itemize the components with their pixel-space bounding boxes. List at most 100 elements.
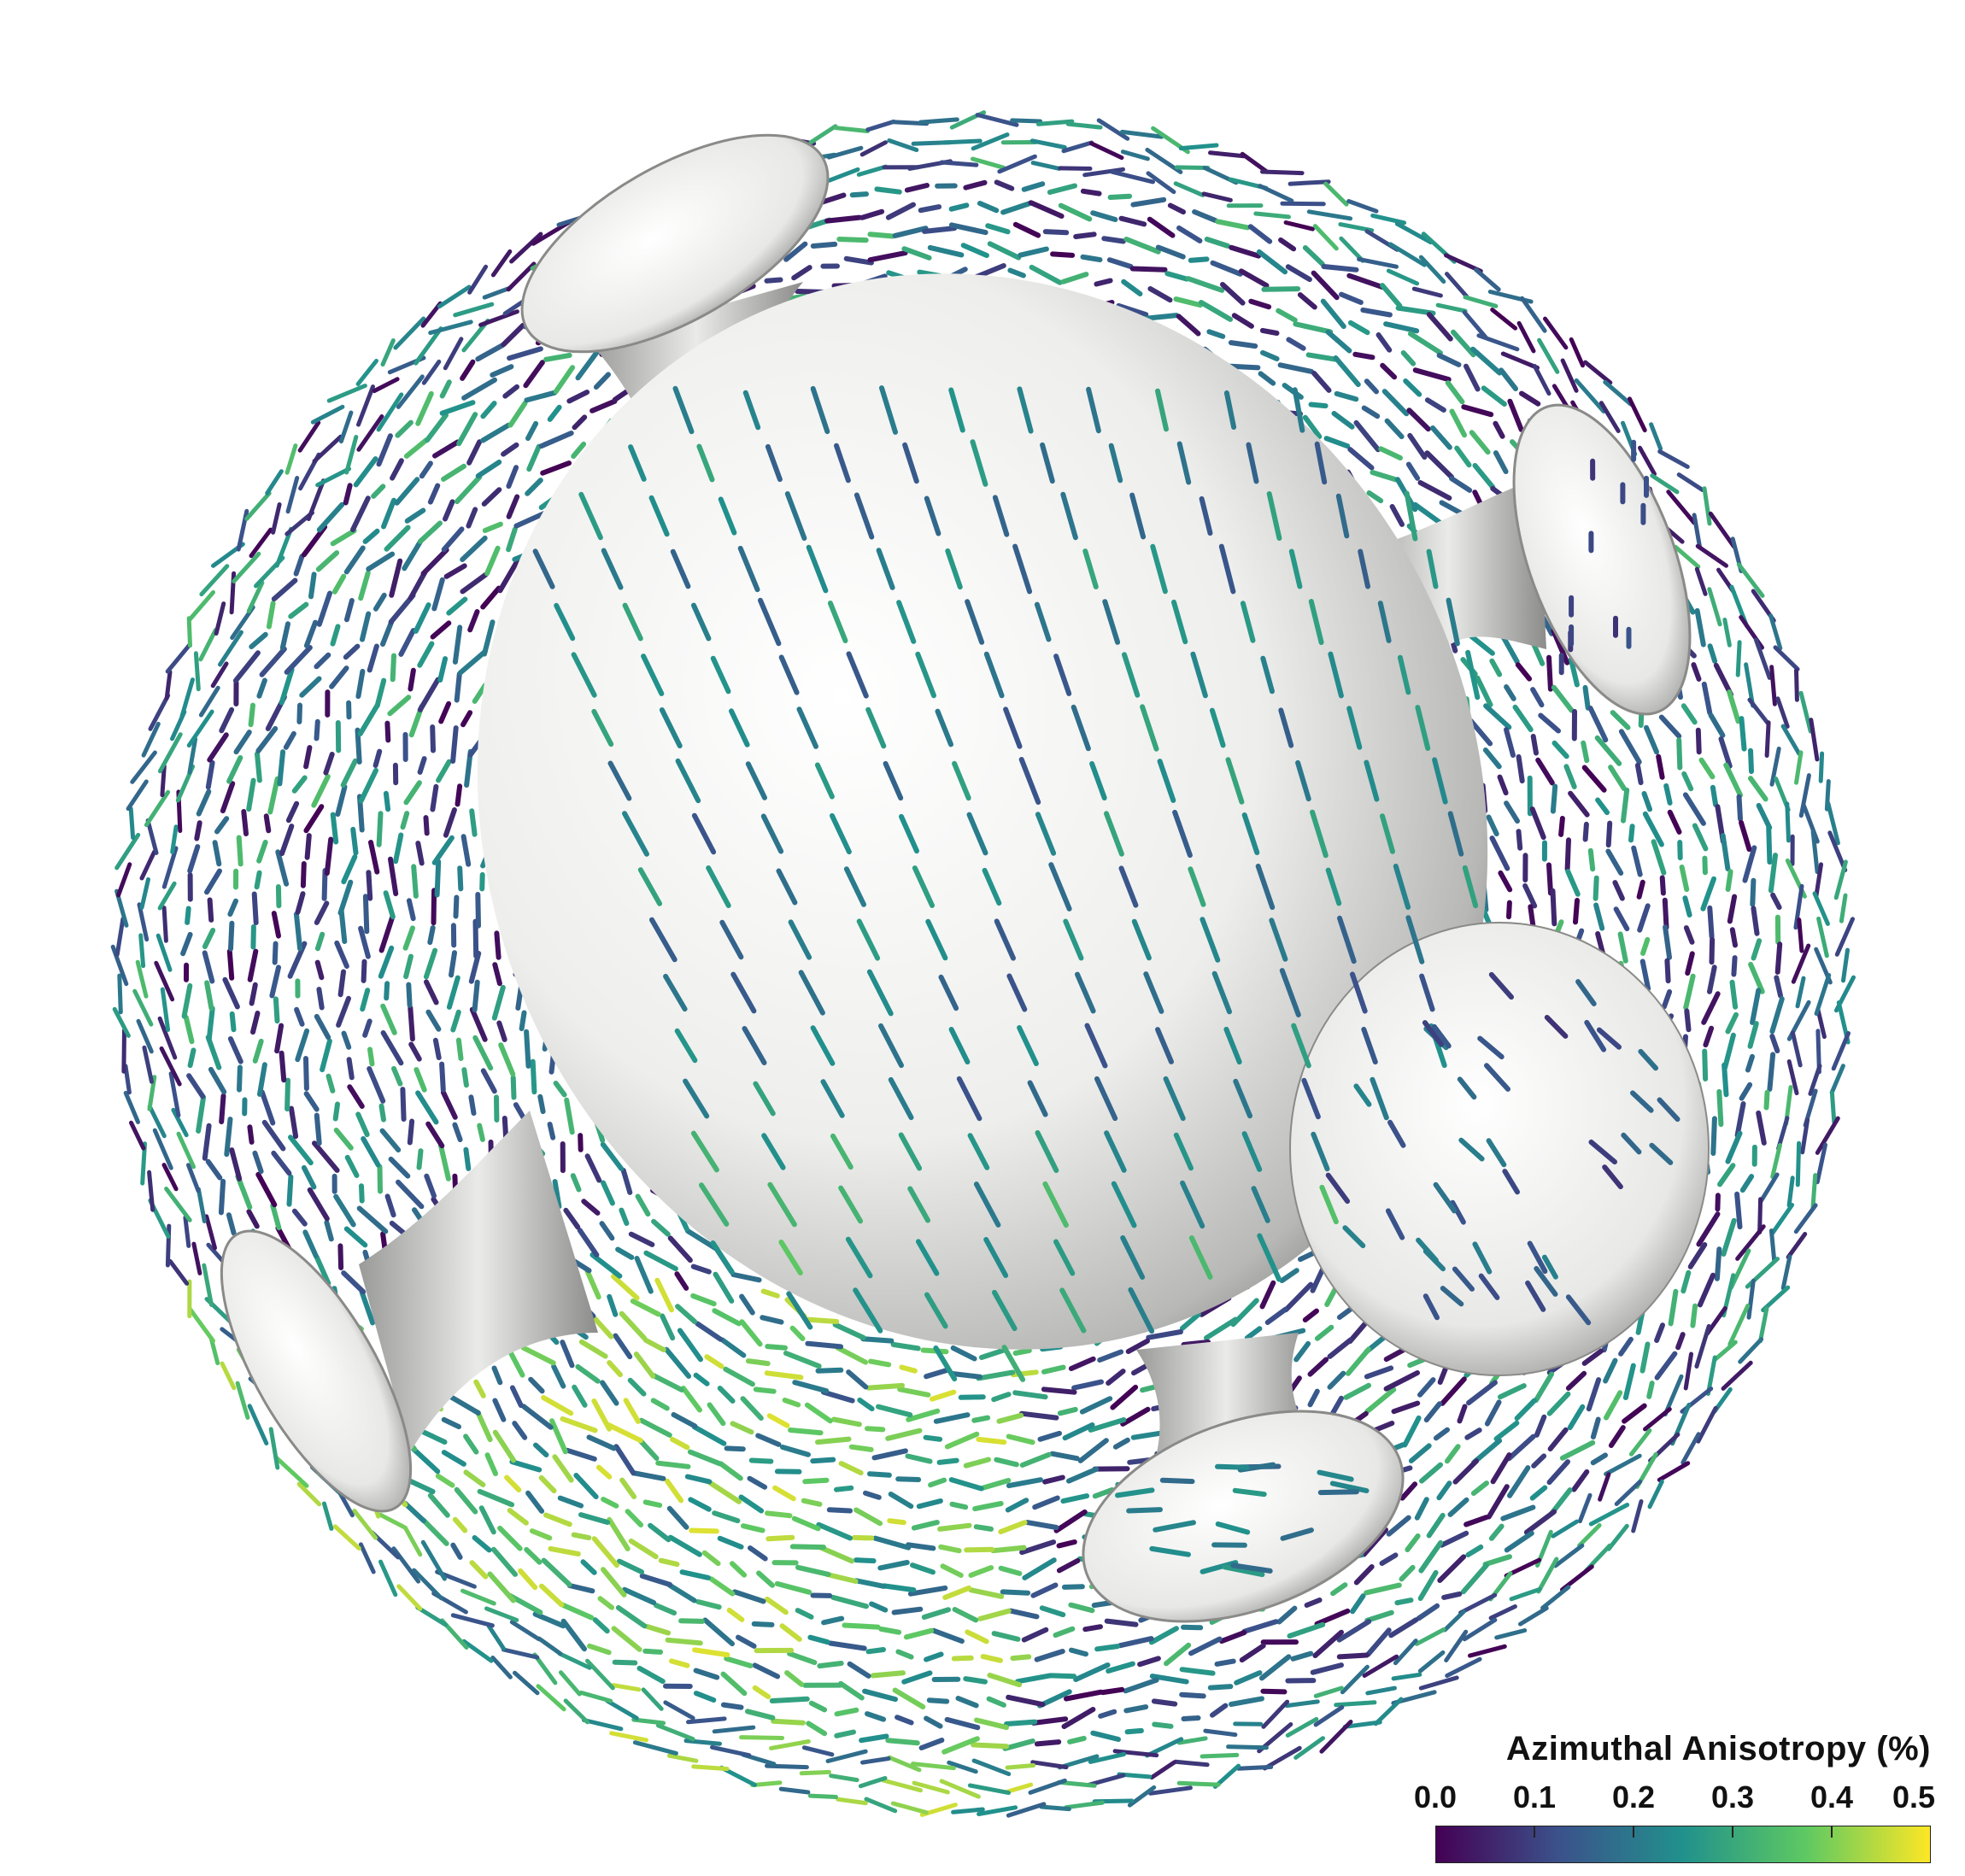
anisotropy-stick	[910, 1562, 936, 1575]
anisotropy-stick	[1117, 1636, 1154, 1649]
anisotropy-stick	[1124, 1727, 1144, 1735]
anisotropy-stick	[1768, 613, 1783, 651]
anisotropy-stick	[648, 1522, 672, 1543]
anisotropy-stick	[767, 1181, 797, 1228]
anisotropy-stick	[838, 1185, 864, 1224]
anisotropy-stick	[885, 1738, 920, 1746]
anisotropy-stick	[830, 1133, 853, 1170]
anisotropy-stick	[1734, 1191, 1743, 1230]
anisotropy-stick	[1417, 1650, 1446, 1674]
anisotropy-stick	[277, 749, 286, 787]
anisotropy-stick	[1509, 1586, 1542, 1602]
anisotropy-stick	[1053, 1626, 1076, 1639]
anisotropy-stick	[1463, 1515, 1489, 1527]
anisotropy-stick	[326, 1073, 336, 1093]
anisotropy-stick	[356, 1205, 389, 1234]
anisotropy-stick	[1096, 118, 1130, 141]
anisotropy-stick	[1181, 1715, 1201, 1721]
anisotropy-stick	[492, 962, 502, 987]
anisotropy-stick	[415, 1090, 439, 1125]
anisotropy-stick	[1774, 941, 1783, 975]
anisotropy-stick	[1330, 1582, 1348, 1597]
anisotropy-stick	[731, 1589, 766, 1604]
anisotropy-stick	[1198, 300, 1234, 322]
anisotropy-stick	[358, 570, 371, 601]
anisotropy-stick	[1839, 893, 1848, 923]
anisotropy-stick	[398, 628, 416, 657]
anisotropy-stick	[478, 1505, 496, 1535]
anisotropy-stick	[378, 913, 396, 953]
anisotropy-stick	[1476, 333, 1520, 352]
anisotropy-stick	[1484, 1399, 1502, 1427]
anisotropy-stick	[1364, 378, 1379, 395]
anisotropy-stick	[466, 507, 478, 529]
anisotropy-stick	[540, 460, 572, 476]
anisotropy-stick	[379, 1128, 402, 1153]
anisotropy-stick	[887, 1518, 906, 1526]
anisotropy-stick	[1334, 1700, 1377, 1708]
anisotropy-stick	[303, 804, 325, 834]
anisotropy-stick	[181, 983, 193, 1019]
anisotropy-stick	[148, 693, 171, 731]
anisotropy-stick	[1504, 1530, 1534, 1553]
anisotropy-stick	[1050, 251, 1076, 258]
anisotropy-stick	[453, 302, 495, 318]
anisotropy-stick	[1550, 783, 1558, 814]
anisotropy-stick	[1466, 1380, 1498, 1406]
anisotropy-stick	[1110, 169, 1155, 185]
anisotropy-stick	[1450, 1199, 1466, 1225]
anisotropy-stick	[1405, 461, 1421, 481]
anisotropy-stick	[372, 592, 387, 612]
anisotropy-stick	[1710, 1116, 1717, 1156]
anisotropy-stick	[1414, 1497, 1429, 1521]
anisotropy-stick	[207, 732, 229, 763]
anisotropy-stick	[808, 124, 838, 145]
anisotropy-stick	[1452, 1458, 1480, 1485]
anisotropy-stick	[1080, 188, 1102, 196]
anisotropy-stick	[758, 597, 782, 647]
anisotropy-stick	[906, 1408, 941, 1422]
anisotropy-stick	[1346, 706, 1363, 750]
anisotropy-stick	[1575, 979, 1597, 1006]
anisotropy-stick	[680, 1386, 702, 1413]
anisotropy-stick	[804, 1402, 833, 1424]
anisotropy-stick	[769, 1696, 810, 1703]
anisotropy-stick	[472, 683, 488, 704]
anisotropy-stick	[1744, 662, 1756, 708]
anisotropy-stick	[1393, 864, 1411, 910]
anisotropy-stick	[1386, 1515, 1411, 1537]
anisotropy-stick	[1102, 599, 1121, 645]
anisotropy-stick	[466, 439, 483, 466]
anisotropy-stick	[446, 975, 460, 1010]
anisotropy-stick	[1638, 1048, 1658, 1071]
anisotropy-stick	[1565, 1294, 1592, 1326]
anisotropy-stick	[924, 1715, 943, 1729]
anisotropy-stick	[337, 1243, 344, 1270]
anisotropy-stick	[1210, 260, 1243, 277]
anisotropy-stick	[616, 1558, 645, 1575]
anisotropy-stick	[183, 1215, 191, 1248]
anisotropy-stick	[888, 1076, 914, 1121]
anisotropy-stick	[114, 832, 141, 871]
anisotropy-stick	[696, 443, 715, 483]
anisotropy-stick	[1146, 171, 1176, 195]
anisotropy-stick	[729, 708, 750, 747]
anisotropy-stick	[441, 1416, 461, 1430]
anisotropy-stick	[205, 1035, 222, 1070]
anisotropy-stick	[154, 960, 175, 1002]
anisotropy-stick	[615, 1246, 635, 1260]
anisotropy-stick	[866, 969, 894, 1017]
anisotropy-stick	[1101, 236, 1126, 244]
anisotropy-stick	[838, 1680, 865, 1701]
anisotropy-stick	[1143, 971, 1164, 1014]
anisotropy-stick	[303, 619, 319, 648]
anisotropy-stick	[904, 183, 930, 193]
right-blob	[1289, 922, 1710, 1376]
anisotropy-stick	[254, 870, 262, 890]
anisotropy-stick	[1200, 917, 1221, 963]
anisotropy-stick	[1264, 1306, 1288, 1325]
anisotropy-stick	[138, 933, 146, 969]
anisotropy-stick	[911, 1762, 956, 1771]
anisotropy-stick	[368, 840, 380, 875]
anisotropy-stick	[450, 1009, 461, 1033]
